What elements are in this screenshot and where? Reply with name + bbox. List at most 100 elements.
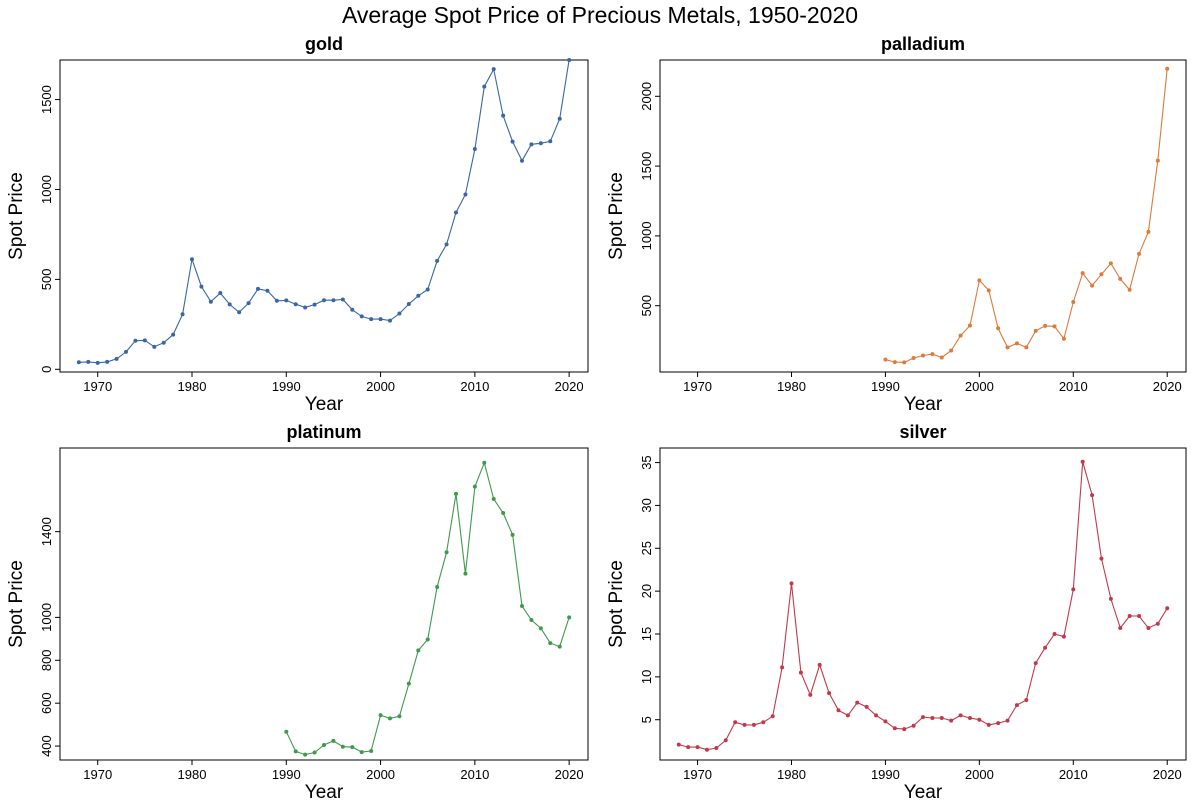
panel-3-data-point xyxy=(435,584,440,589)
panel-2-x-tick-label: 2010 xyxy=(1059,379,1088,394)
panel-3-data-point xyxy=(538,626,543,631)
panel-4-data-point xyxy=(1024,698,1029,702)
panel-3-y-tick-label: 600 xyxy=(39,692,54,714)
panel-4-data-point xyxy=(676,742,681,747)
panel-2-data-point xyxy=(977,278,982,283)
panel-4-data-point xyxy=(864,704,869,709)
panel-1-data-point xyxy=(491,67,496,72)
panel-4-series-line xyxy=(678,461,1168,751)
panel-2-data-point xyxy=(986,288,991,293)
panel-2-y-tick-label: 1000 xyxy=(639,221,654,250)
panel-3-y-tick-label: 800 xyxy=(39,649,54,671)
panel-4-frame xyxy=(659,447,1187,761)
panel-1-data-point xyxy=(180,312,185,317)
panel-3-data-point xyxy=(388,716,392,721)
panel-4-data-point xyxy=(789,581,794,586)
panel-1-data-point xyxy=(557,116,562,121)
panel-4-x-tick-label: 1990 xyxy=(871,767,900,782)
panel-4-data-point xyxy=(714,746,719,750)
panel-1-x-tick-label: 2020 xyxy=(555,379,584,394)
panel-4-y-tick-label: 35 xyxy=(639,455,654,469)
panel-3-data-point xyxy=(548,641,553,646)
panel-3-title: platinum xyxy=(287,422,362,442)
panel-3-data-point xyxy=(359,750,364,755)
panel-2-x-label: Year xyxy=(904,394,943,415)
panel-3-x-label: Year xyxy=(305,782,344,800)
panel-3-y-tick-label: 1000 xyxy=(39,603,54,632)
panel-3-y-label: Spot Price xyxy=(6,560,27,648)
panel-3-y-tick-label: 400 xyxy=(39,735,54,757)
panel-4-data-point xyxy=(1108,596,1113,601)
panel-1-data-point xyxy=(444,242,449,247)
panel-1-data-point xyxy=(246,301,251,306)
panel-4-data-point xyxy=(902,727,907,732)
panel-1-data-point xyxy=(312,302,317,307)
panel-1-data-point xyxy=(161,340,166,345)
panel-1-data-point xyxy=(284,298,289,303)
panel-2-y-tick-label: 1500 xyxy=(639,152,654,181)
panel-3-x-tick-label: 2010 xyxy=(460,767,489,782)
panel-1-data-point xyxy=(388,318,392,323)
panel-3-x-tick-label: 1980 xyxy=(178,767,207,782)
panel-2-x-tick-label: 1980 xyxy=(777,379,806,394)
panel-1-data-point xyxy=(369,317,374,322)
panel-4-data-point xyxy=(827,691,832,696)
panel-4-x-label: Year xyxy=(904,782,943,800)
panel-3-data-point xyxy=(397,714,402,719)
panel-1-data-point xyxy=(359,314,364,319)
panel-3-data-point xyxy=(510,532,515,537)
panel-1-data-point xyxy=(86,359,91,364)
panel-4-data-point xyxy=(695,745,700,750)
panel-2-series-line xyxy=(885,68,1168,363)
panel-4-y-tick-label: 20 xyxy=(639,584,654,598)
panel-4-y-tick-label: 10 xyxy=(639,670,654,684)
panel-4-data-point xyxy=(1005,718,1010,723)
panel-4-x-tick-label: 1980 xyxy=(777,767,806,782)
panel-4-data-point xyxy=(770,714,775,719)
panel-1-data-point xyxy=(274,298,279,303)
panel-1-data-point xyxy=(548,139,553,144)
figure-title: Average Spot Price of Precious Metals, 1… xyxy=(341,2,859,28)
panel-4-data-point xyxy=(723,738,728,743)
panel-3-x-tick-label: 1990 xyxy=(272,767,301,782)
panel-2-data-point xyxy=(1005,345,1010,350)
panel-1-data-point xyxy=(152,344,157,349)
panel-2-data-point xyxy=(1137,251,1142,256)
panel-4-data-point xyxy=(939,716,944,720)
panel-4-data-point xyxy=(958,713,963,718)
panel-3-data-point xyxy=(444,550,449,555)
panel-4-y-tick-label: 5 xyxy=(639,716,654,723)
panel-4-data-point xyxy=(1014,703,1019,708)
panel-3-series-line xyxy=(285,461,570,756)
panel-4-x-tick-label: 2010 xyxy=(1059,767,1088,782)
panel-1-series-line xyxy=(78,59,570,364)
panel-1-data-point xyxy=(114,356,119,361)
panel-2-x-tick-label: 2000 xyxy=(965,379,994,394)
panel-4-data-point xyxy=(845,713,850,718)
panel-3-data-point xyxy=(416,648,421,653)
panel-4-data-point xyxy=(817,662,822,667)
panel-4-x-tick-label: 1970 xyxy=(683,767,712,782)
panel-4-x-tick-label: 2000 xyxy=(965,767,994,782)
panel-4-data-point xyxy=(780,665,785,670)
panel-3-data-point xyxy=(350,745,355,750)
panel-1-data-point xyxy=(227,302,232,307)
panel-2-data-point xyxy=(1099,272,1104,277)
panel-2-frame xyxy=(659,59,1187,373)
panel-1-data-point xyxy=(378,317,383,322)
panel-1-x-label: Year xyxy=(305,394,344,415)
panel-1-data-point xyxy=(218,291,223,296)
panel-1-data-point xyxy=(435,258,440,263)
panel-3-frame xyxy=(59,447,589,761)
panel-4-y-tick-label: 30 xyxy=(639,498,654,512)
panel-2-data-point xyxy=(911,356,916,361)
panel-2-data-point xyxy=(892,360,897,365)
panel-4-data-point xyxy=(808,692,813,697)
panel-4-data-point xyxy=(1052,632,1057,636)
panel-3-data-point xyxy=(293,749,298,754)
panel-3-x-tick-label: 2020 xyxy=(555,767,584,782)
panel-2-data-point xyxy=(921,353,925,358)
panel-2-data-point xyxy=(1071,300,1076,305)
panel-1-x-tick-label: 1990 xyxy=(272,379,301,394)
